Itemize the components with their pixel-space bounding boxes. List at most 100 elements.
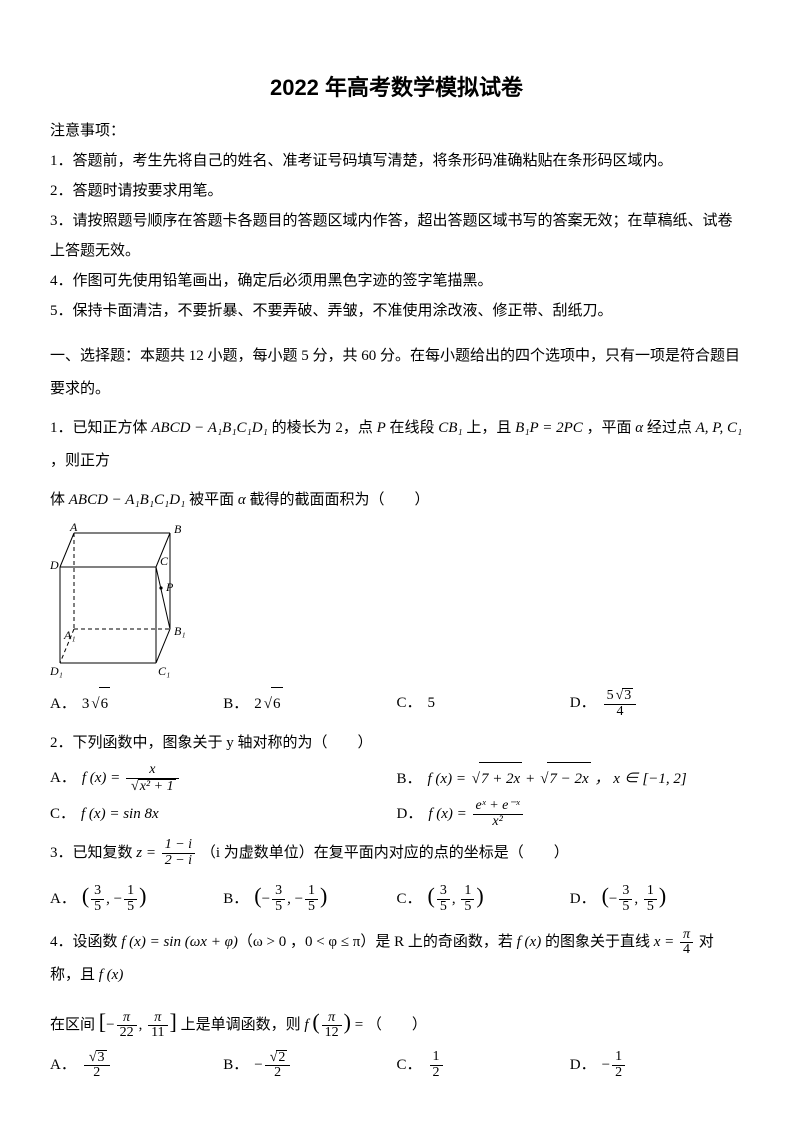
q2B-sqrt1: 7 + 2x	[470, 762, 523, 796]
q2B-rad1: 7 + 2x	[479, 762, 522, 796]
q3B-label: B．	[223, 891, 248, 907]
q1D-ncoef: 5	[607, 688, 614, 703]
instruction-1: 1．答题前，考生先将自己的姓名、准考证号码填写清楚，将条形码准确粘贴在条形码区域…	[50, 146, 743, 176]
q1-cube-expr: ABCD − A₁B₁C₁D₁	[151, 420, 268, 436]
q3C-y: 15	[461, 884, 474, 914]
q4B-rad: 2	[276, 1050, 287, 1066]
q3B-yn: 1	[305, 884, 318, 900]
q3-zden: 2 − i	[162, 854, 195, 869]
q3D-xs: −	[609, 891, 617, 907]
label-A1: A₁	[63, 628, 76, 642]
q3D-x: 35	[619, 884, 632, 914]
q2-options-row2: C．f (x) = sin 8x D．f (x) = eˣ + e⁻ˣx²	[50, 798, 743, 831]
q3-post: （i 为虚数单位）在复平面内对应的点的坐标是（ ）	[197, 845, 569, 861]
q3-option-C: C．(35, 15)	[397, 872, 570, 920]
q4-bd: 11	[148, 1026, 167, 1041]
q4D-num: 1	[612, 1050, 625, 1066]
q3C-label: C．	[397, 891, 422, 907]
q2-options-row1: A．f (x) = xx² + 1 B．f (x) = 7 + 2x + 7 −…	[50, 762, 743, 796]
q4-pre: 4．设函数	[50, 934, 121, 950]
q1D-frac: 534	[604, 688, 637, 719]
q1-option-D: D．534	[570, 687, 743, 721]
q3B-xn: 3	[272, 884, 285, 900]
q4B-sign: −	[254, 1057, 262, 1073]
q3A-ys: −	[114, 891, 122, 907]
q4-option-C: C．12	[397, 1049, 570, 1082]
q2B-dom: ， x ∈ [−1, 2]	[591, 771, 687, 787]
q4-alp: (	[312, 1009, 319, 1034]
q4-option-A: A．32	[50, 1049, 223, 1082]
q4B-den: 2	[265, 1066, 291, 1081]
q4C-den: 2	[430, 1066, 443, 1081]
q1-m4: ，平面	[583, 420, 636, 436]
q1B-coef: 2	[254, 696, 262, 712]
q4A-frac: 32	[84, 1050, 110, 1081]
q4-fdef: f (x) = sin (ωx + φ)	[121, 934, 238, 950]
label-C: C	[160, 554, 169, 568]
q4-4: 4	[680, 943, 693, 958]
q1-cube-expr2: ABCD − A₁B₁C₁D₁	[69, 492, 186, 508]
q2B-rad2: 7 − 2x	[547, 762, 590, 796]
q2D-lhs: f (x) =	[428, 806, 470, 822]
q4-bn: π	[148, 1011, 167, 1027]
q3C-xd: 5	[437, 900, 450, 915]
q3-pre: 3．已知复数	[50, 845, 136, 861]
q3A-c: ,	[106, 891, 114, 907]
q3A-xn: 3	[91, 884, 104, 900]
q3A-y: 15	[124, 884, 137, 914]
q4-option-B: B．−22	[223, 1049, 396, 1082]
q3-znum: 1 − i	[162, 838, 195, 854]
q4-ad: 22	[117, 1026, 137, 1041]
q4-pi: π	[680, 928, 693, 944]
q4B-sqrt: 2	[268, 1050, 288, 1066]
q4D-frac: 12	[612, 1050, 625, 1080]
q4C-label: C．	[397, 1057, 422, 1073]
q1-pre: 1．已知正方体	[50, 420, 151, 436]
q2B-plus: +	[522, 771, 538, 787]
q4-a: π22	[117, 1011, 137, 1041]
q3D-yn: 1	[644, 884, 657, 900]
q3C-rp: )	[476, 883, 483, 908]
q3A-label: A．	[50, 891, 76, 907]
q4-an: π	[117, 1011, 137, 1027]
q2-option-A: A．f (x) = xx² + 1	[50, 762, 397, 796]
q1-m3: 上，且	[463, 420, 516, 436]
q1A-coef: 3	[82, 696, 90, 712]
q3B-lp: (	[254, 883, 261, 908]
q2C-expr: f (x) = sin 8x	[81, 806, 159, 822]
q3D-lp: (	[602, 883, 609, 908]
q3-zlhs: z =	[136, 845, 159, 861]
label-C1: C₁	[158, 664, 170, 678]
q3A-lp: (	[82, 883, 89, 908]
label-B: B	[174, 523, 182, 536]
q3D-xn: 3	[619, 884, 632, 900]
q3C-lp: (	[428, 883, 435, 908]
point-P	[159, 586, 162, 589]
q4-lb: [	[99, 1009, 106, 1034]
q1C-val: 5	[428, 695, 436, 711]
q3A-yn: 1	[124, 884, 137, 900]
q1-option-C: C． 5	[397, 687, 570, 721]
q4-options: A．32 B．−22 C．12 D．−12	[50, 1049, 743, 1082]
q4-c2: 的图象关于直线	[541, 934, 654, 950]
q1B-sqrt: 6	[262, 687, 283, 721]
question-3: 3．已知复数 z = 1 − i2 − i （i 为虚数单位）在复平面内对应的点…	[50, 837, 743, 870]
q1-l2-end: 截得的截面面积为（ ）	[246, 492, 430, 508]
q3B-y: 15	[305, 884, 318, 914]
q1-alpha: α	[635, 420, 643, 436]
q4-option-D: D．−12	[570, 1049, 743, 1082]
q2A-sqrt: x² + 1	[129, 779, 176, 795]
question-4-line2: 在区间 [−π22, π11] 上是单调函数，则 f (π12) = （ ）	[50, 998, 743, 1046]
q4-argn: π	[322, 1011, 342, 1027]
q3B-x: 35	[272, 884, 285, 914]
q2B-sqrt2: 7 − 2x	[538, 762, 591, 796]
q1-option-B: B． 26	[223, 687, 396, 721]
q4-arg: π12	[322, 1011, 342, 1041]
label-A: A	[69, 523, 78, 534]
q4D-den: 2	[612, 1066, 625, 1081]
q3A-xd: 5	[91, 900, 104, 915]
q1-l2-mid: 被平面	[185, 492, 238, 508]
q1C-label: C．	[397, 695, 422, 711]
q2-option-C: C．f (x) = sin 8x	[50, 798, 397, 831]
q1B-label: B．	[223, 696, 248, 712]
